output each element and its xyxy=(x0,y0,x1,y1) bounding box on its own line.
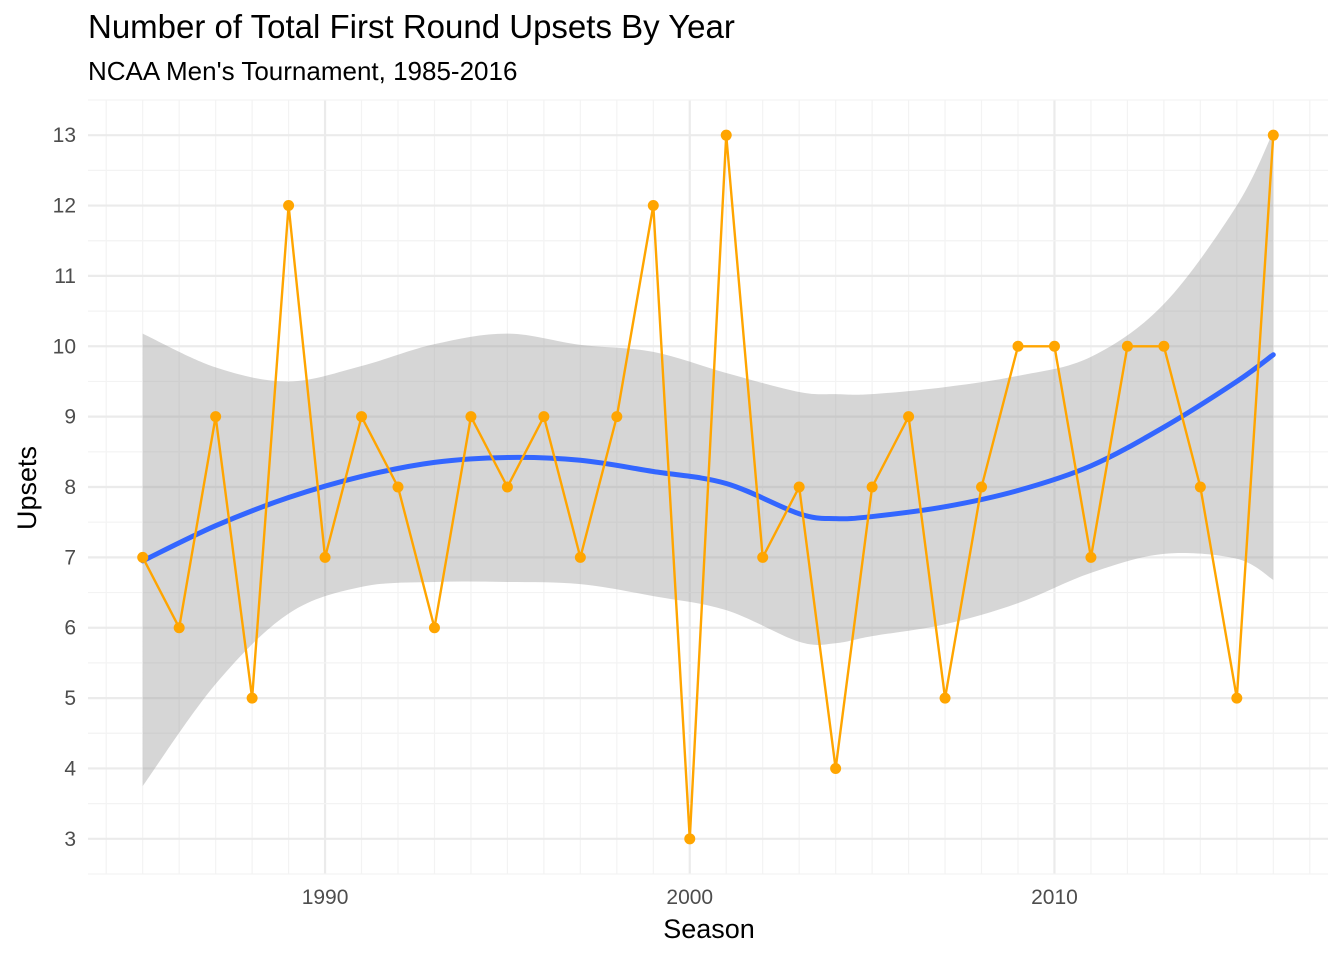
data-point xyxy=(684,833,696,845)
y-tick-label: 8 xyxy=(64,476,76,499)
data-point xyxy=(1048,340,1060,352)
confidence-band xyxy=(142,131,1274,787)
data-point xyxy=(939,692,951,704)
data-point xyxy=(574,551,586,563)
y-tick-label: 13 xyxy=(53,124,76,147)
data-point xyxy=(720,129,732,141)
chart-title: Number of Total First Round Upsets By Ye… xyxy=(88,8,735,45)
data-point xyxy=(501,481,513,493)
chart-subtitle: NCAA Men's Tournament, 1985-2016 xyxy=(88,56,517,86)
y-tick-label: 6 xyxy=(64,617,76,640)
data-point xyxy=(830,762,842,774)
data-point xyxy=(1194,481,1206,493)
data-point xyxy=(246,692,258,704)
data-point xyxy=(392,481,404,493)
y-tick-label: 11 xyxy=(54,265,76,288)
y-axis: 3 4 5 6 7 8 9 10 11 12 13 xyxy=(53,124,77,851)
x-tick-label: 1990 xyxy=(302,886,349,909)
x-tick-label: 2000 xyxy=(666,886,713,909)
data-point xyxy=(137,551,149,563)
series-line xyxy=(141,133,1275,841)
data-point xyxy=(866,481,878,493)
data-point xyxy=(1158,340,1170,352)
data-point xyxy=(611,411,623,423)
data-point xyxy=(793,481,805,493)
x-tick-label: 2010 xyxy=(1031,886,1078,909)
y-axis-title: Upsets xyxy=(12,446,42,530)
data-point xyxy=(428,622,440,634)
data-point xyxy=(757,551,769,563)
data-point xyxy=(1121,340,1133,352)
y-tick-label: 5 xyxy=(64,687,76,710)
x-axis-title: Season xyxy=(663,914,755,944)
y-tick-label: 12 xyxy=(53,195,76,218)
data-point xyxy=(465,411,477,423)
data-point xyxy=(1267,129,1279,141)
data-point xyxy=(1085,551,1097,563)
y-tick-label: 9 xyxy=(64,406,76,429)
confidence-band-area xyxy=(142,131,1274,787)
y-tick-label: 4 xyxy=(64,757,76,780)
data-point xyxy=(976,481,988,493)
data-point xyxy=(210,411,222,423)
data-point xyxy=(173,622,185,634)
data-point xyxy=(319,551,331,563)
data-point xyxy=(538,411,550,423)
data-point xyxy=(283,200,295,212)
y-tick-label: 10 xyxy=(53,335,76,358)
x-axis: 1990 2000 2010 xyxy=(302,886,1078,909)
upsets-series xyxy=(137,129,1279,845)
data-point xyxy=(1231,692,1243,704)
data-point xyxy=(903,411,915,423)
y-tick-label: 3 xyxy=(64,828,76,851)
y-tick-label: 7 xyxy=(64,546,76,569)
data-point xyxy=(647,200,659,212)
data-point xyxy=(1012,340,1024,352)
data-point xyxy=(356,411,368,423)
